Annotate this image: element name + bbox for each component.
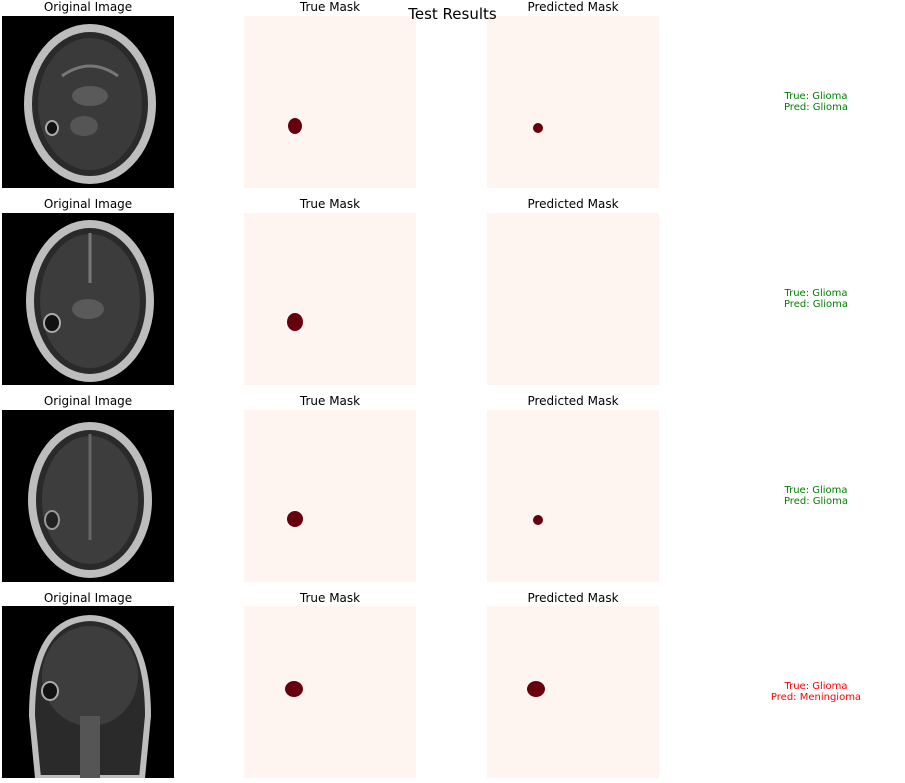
classification-label: True: Glioma Pred: Glioma [740,91,892,113]
predicted-mask [487,16,659,188]
predicted-class-label: Pred: Glioma [783,496,849,507]
predicted-mask-title: Predicted Mask [527,591,619,605]
predicted-mask-title: Predicted Mask [527,394,619,408]
true-mask-title: True Mask [299,591,361,605]
classification-label: True: Glioma Pred: Glioma [740,485,892,507]
predicted-mask-lesion [533,515,543,525]
original-image-title: Original Image [43,394,133,408]
original-mri-image [2,410,174,582]
predicted-class-label: Pred: Glioma [783,299,849,310]
predicted-mask-lesion [527,681,545,697]
figure-title: Test Results [408,5,497,23]
true-mask-title: True Mask [299,197,361,211]
original-image-title: Original Image [43,591,133,605]
predicted-mask-lesion [533,123,543,133]
original-mri-image [2,16,174,188]
true-mask [244,606,416,778]
classification-label: True: Glioma Pred: Glioma [740,288,892,310]
true-mask [244,213,416,385]
true-class-label: True: Glioma [784,681,848,692]
true-class-label: True: Glioma [784,288,848,299]
true-class-label: True: Glioma [784,91,848,102]
true-class-label: True: Glioma [784,485,848,496]
true-mask-lesion [285,681,303,697]
true-mask-title: True Mask [299,0,361,14]
true-mask [244,16,416,188]
original-image-title: Original Image [43,0,133,14]
predicted-mask [487,410,659,582]
predicted-class-label: Pred: Meningioma [770,692,862,703]
true-mask-lesion [287,511,303,527]
original-mri-image [2,213,174,385]
true-mask-lesion [287,313,303,331]
true-mask-lesion [288,118,302,134]
predicted-mask [487,213,659,385]
predicted-mask-title: Predicted Mask [527,0,619,14]
predicted-mask [487,606,659,778]
predicted-mask-title: Predicted Mask [527,197,619,211]
true-mask-title: True Mask [299,394,361,408]
true-mask [244,410,416,582]
classification-label: True: Glioma Pred: Meningioma [740,681,892,703]
original-mri-image [2,606,174,778]
predicted-class-label: Pred: Glioma [783,102,849,113]
original-image-title: Original Image [43,197,133,211]
